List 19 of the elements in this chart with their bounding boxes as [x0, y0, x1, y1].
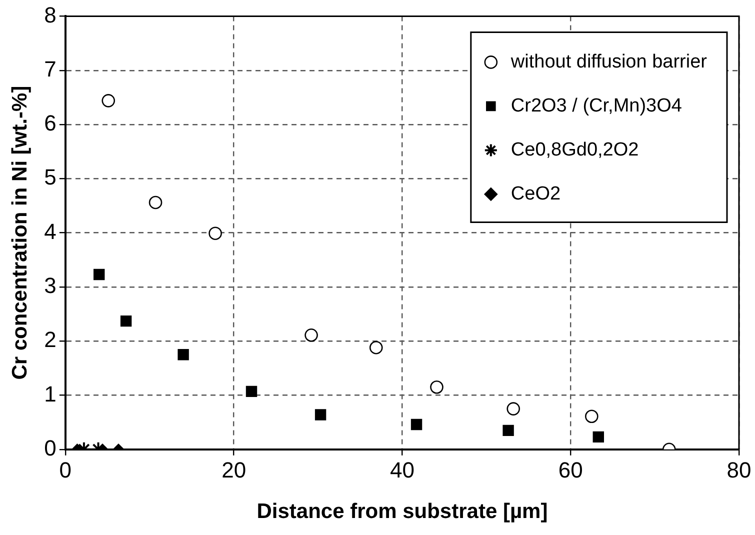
- y-tick-label: 7: [44, 56, 56, 82]
- x-tick-label: 40: [390, 458, 414, 483]
- y-tick-label: 1: [44, 381, 56, 406]
- legend-label: without diffusion barrier: [510, 51, 708, 72]
- y-tick-label: 2: [44, 327, 56, 352]
- y-tick-label: 8: [44, 2, 56, 28]
- y-tick-label: 0: [44, 435, 56, 460]
- y-tick-label: 5: [44, 164, 56, 190]
- legend-label: Ce0,8Gd0,2O2: [510, 139, 639, 160]
- x-tick-label: 20: [222, 458, 246, 483]
- legend-label: Cr2O3 / (Cr,Mn)3O4: [510, 95, 682, 116]
- legend-label: CeO2: [510, 183, 561, 204]
- x-tick-label: 80: [726, 458, 752, 483]
- y-tick-label: 4: [44, 218, 56, 244]
- x-tick-label: 60: [558, 458, 583, 483]
- y-tick-label: 3: [44, 273, 56, 298]
- x-axis-title: Distance from substrate [µm]: [256, 500, 548, 524]
- y-tick-label: 6: [44, 110, 56, 136]
- y-axis-title: Cr concentration in Ni [wt.-%]: [8, 86, 32, 380]
